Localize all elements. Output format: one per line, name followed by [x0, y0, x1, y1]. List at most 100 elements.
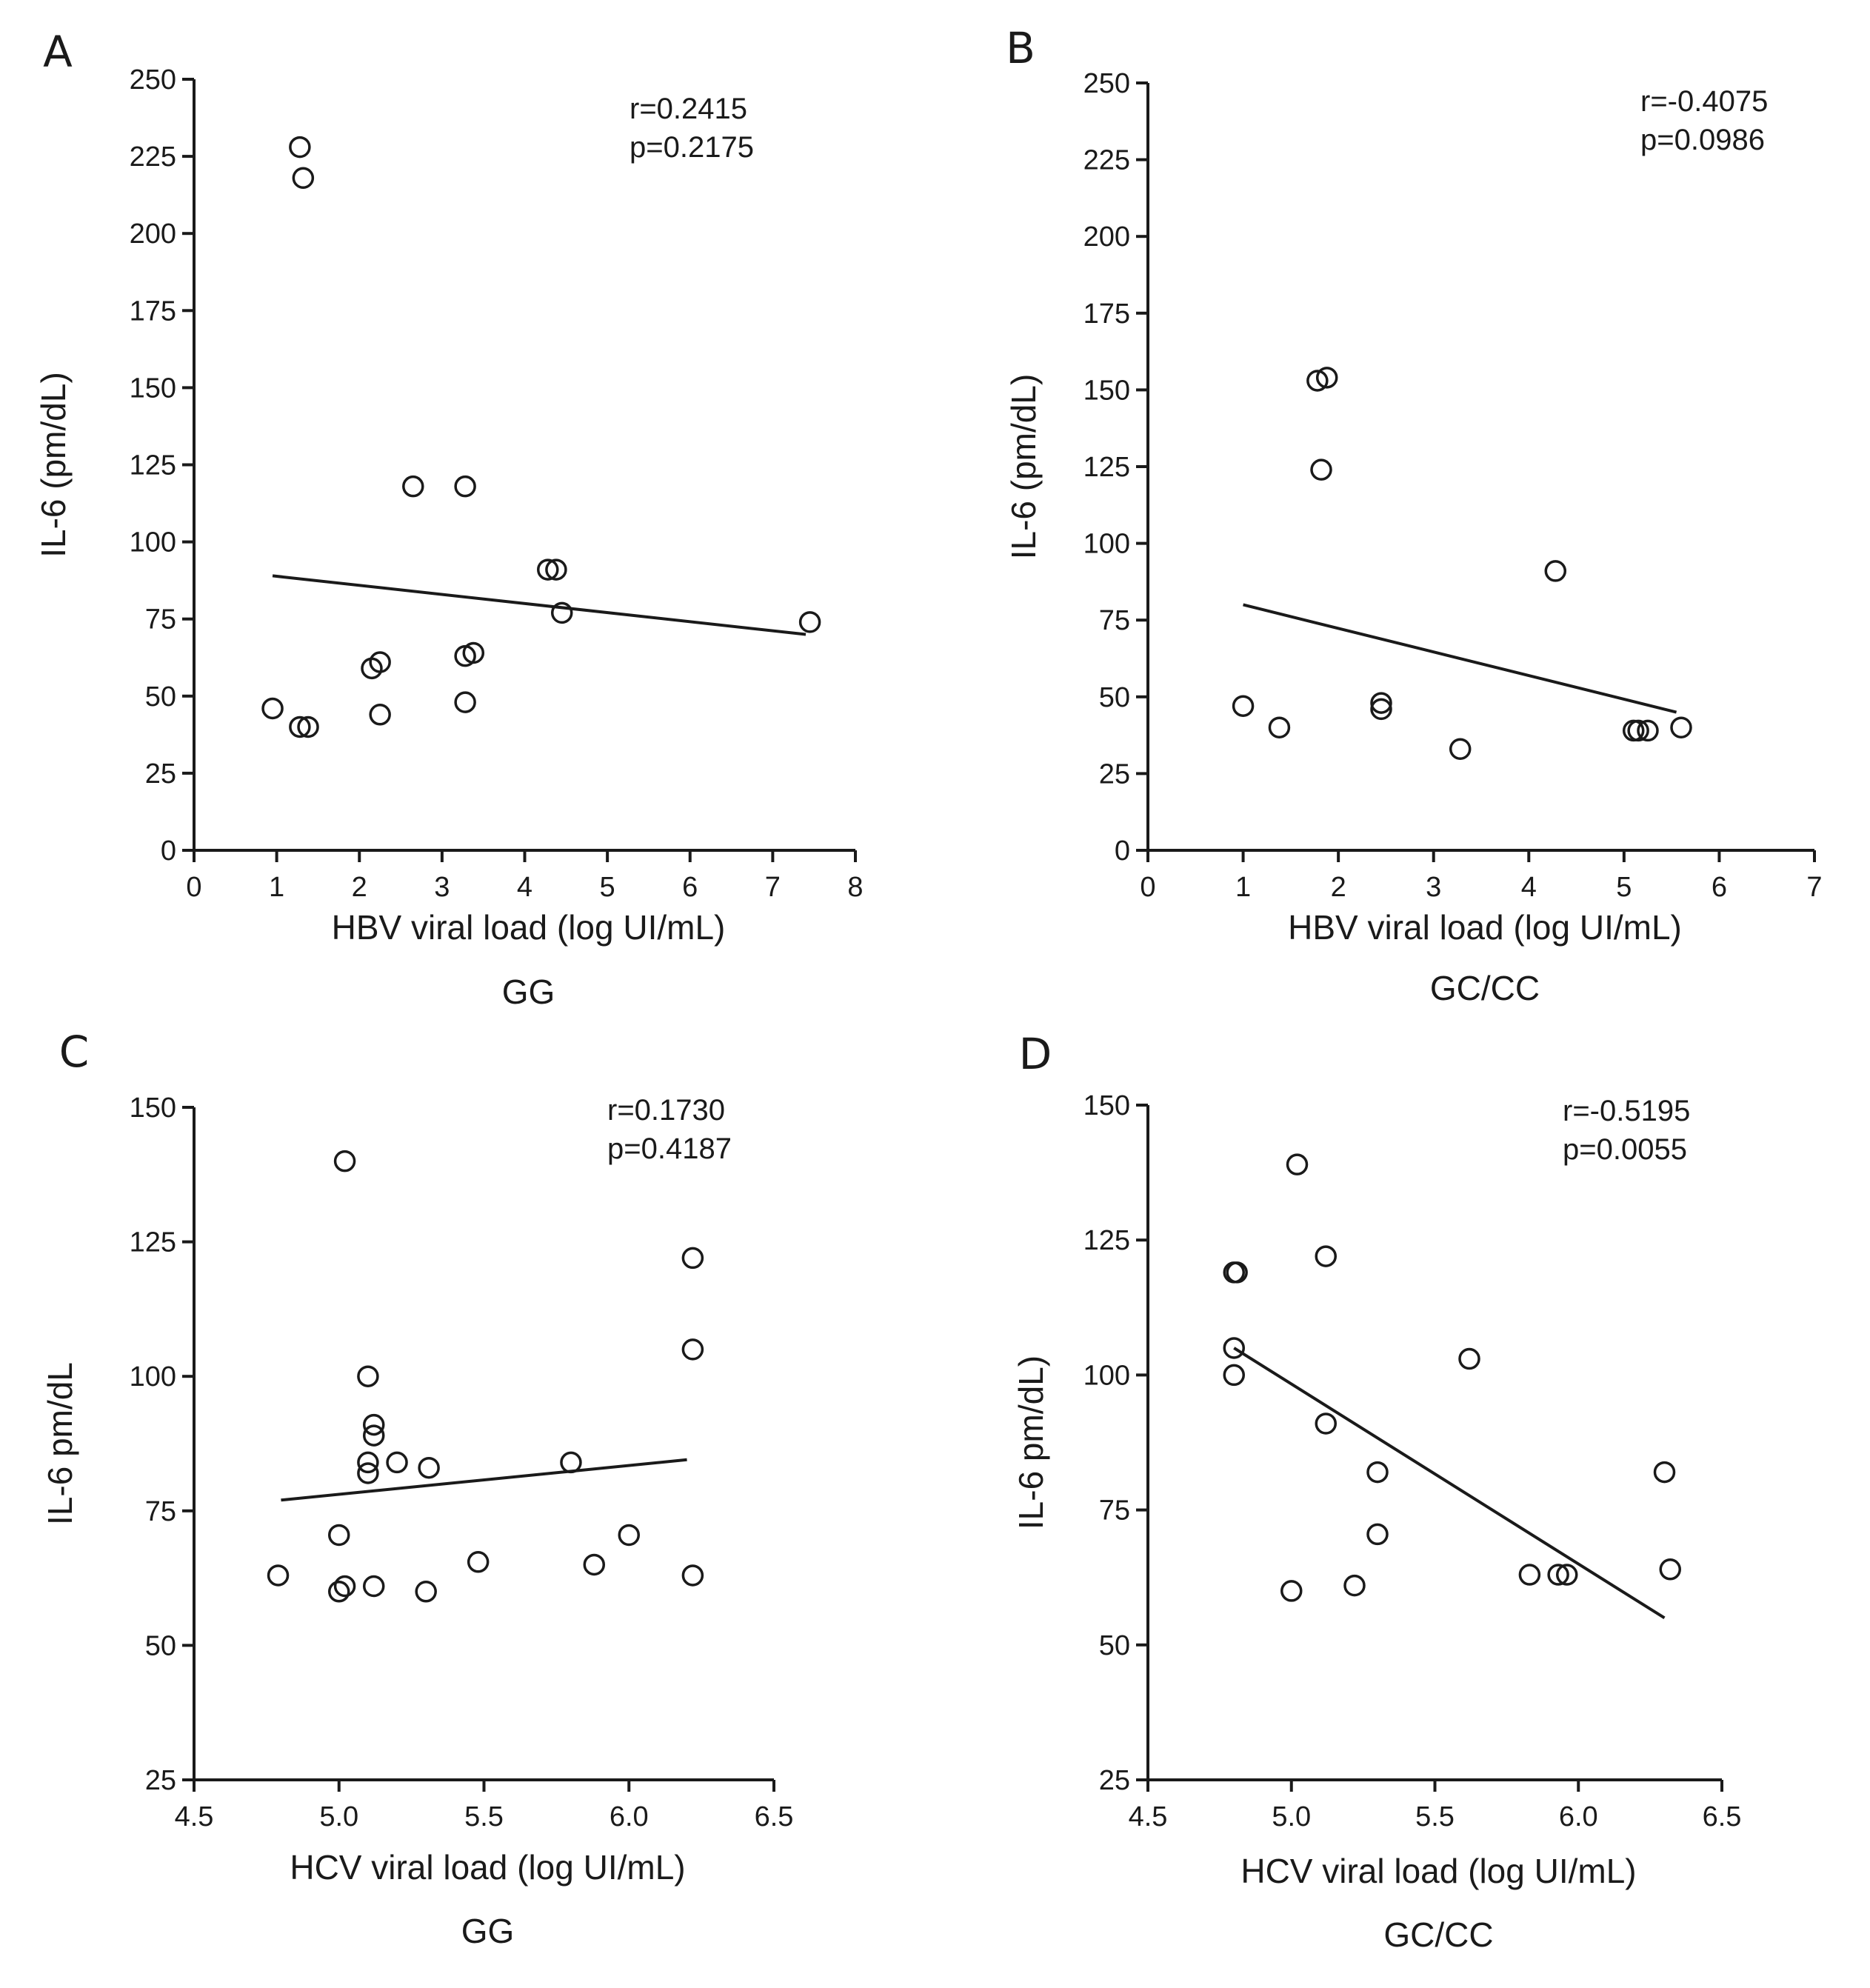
- y-tick-label-d: 75: [1099, 1495, 1130, 1527]
- y-tick-label-b: 100: [1083, 529, 1130, 560]
- data-point-a: [454, 475, 476, 498]
- data-point-b: [1370, 692, 1392, 714]
- data-point-a: [289, 136, 311, 159]
- data-point-a: [297, 716, 319, 738]
- data-point-a: [798, 611, 821, 633]
- data-point-c: [362, 1424, 385, 1447]
- data-point-c: [362, 1575, 385, 1598]
- y-tick-label-a: 100: [130, 527, 176, 558]
- y-tick-label-b: 25: [1099, 758, 1130, 790]
- x-tick-label-d: 5.0: [1272, 1801, 1311, 1832]
- x-tick-label-b: 2: [1331, 872, 1346, 903]
- data-point-c: [328, 1524, 350, 1547]
- x-tick-label-a: 3: [434, 872, 450, 903]
- data-point-c: [386, 1451, 408, 1474]
- stat-p-d: p=0.0055: [1563, 1133, 1687, 1166]
- y-tick-label-a: 75: [145, 604, 176, 636]
- stat-r-c: r=0.1730: [607, 1094, 725, 1127]
- y-tick-label-d: 100: [1083, 1360, 1130, 1391]
- y-tick-label-d: 25: [1099, 1765, 1130, 1796]
- y-tick-label-a: 0: [161, 835, 176, 867]
- x-tick-label-d: 4.5: [1129, 1801, 1168, 1832]
- data-point-c: [357, 1365, 379, 1387]
- x-axis-title-c: HCV viral load (log UI/mL): [290, 1848, 685, 1887]
- y-tick-label-a: 150: [130, 373, 176, 404]
- data-point-c: [583, 1553, 606, 1576]
- x-tick-label-b: 5: [1616, 872, 1632, 903]
- x-tick-label-b: 3: [1426, 872, 1441, 903]
- x-axis-title-d: HCV viral load (log UI/mL): [1240, 1852, 1636, 1890]
- stat-r-d: r=-0.5195: [1563, 1095, 1690, 1127]
- data-point-a: [369, 651, 391, 673]
- data-point-b: [1449, 738, 1472, 760]
- y-tick-label-b: 250: [1083, 68, 1130, 99]
- x-axis-title-b: HBV viral load (log UI/mL): [1288, 908, 1682, 947]
- data-point-c: [415, 1581, 437, 1603]
- data-point-a: [545, 558, 567, 581]
- stat-r-a: r=0.2415: [630, 93, 747, 125]
- data-point-c: [560, 1451, 582, 1474]
- stat-p-c: p=0.4187: [607, 1133, 732, 1165]
- x-tick-label-d: 5.5: [1415, 1801, 1455, 1832]
- data-point-c: [681, 1564, 704, 1587]
- y-tick-label-d: 125: [1083, 1225, 1130, 1256]
- x-tick-label-b: 0: [1140, 872, 1155, 903]
- data-point-a: [289, 716, 311, 738]
- data-point-d: [1653, 1461, 1676, 1484]
- data-point-c: [418, 1456, 440, 1479]
- y-tick-label-c: 25: [145, 1765, 176, 1796]
- data-point-d: [1223, 1337, 1245, 1359]
- y-tick-label-b: 150: [1083, 375, 1130, 406]
- data-point-b: [1232, 695, 1255, 717]
- x-tick-label-c: 6.5: [755, 1801, 794, 1832]
- regression-line-b: [1243, 603, 1677, 714]
- data-point-d: [1226, 1261, 1248, 1284]
- data-point-a: [537, 558, 559, 581]
- data-point-b: [1310, 458, 1332, 481]
- data-point-d: [1458, 1347, 1480, 1370]
- y-tick-label-b: 75: [1099, 605, 1130, 636]
- y-axis-title-d: IL-6 pm/dL): [1012, 1355, 1050, 1530]
- group-label-d: GC/CC: [1383, 1915, 1493, 1954]
- panel-letter-b: B: [1006, 23, 1035, 73]
- data-point-b: [1627, 719, 1649, 742]
- panel-letter-d: D: [1019, 1029, 1052, 1079]
- data-point-c: [467, 1551, 490, 1573]
- data-point-c: [333, 1150, 356, 1173]
- stat-p-b: p=0.0986: [1640, 124, 1765, 156]
- x-tick-label-a: 6: [682, 872, 698, 903]
- group-label-c: GG: [461, 1912, 515, 1950]
- regression-line-c: [281, 1458, 687, 1502]
- regression-line-a: [272, 574, 807, 636]
- data-point-c: [333, 1575, 356, 1598]
- data-point-a: [402, 475, 424, 498]
- data-point-d: [1343, 1574, 1366, 1597]
- y-tick-label-b: 225: [1083, 145, 1130, 176]
- stat-p-a: p=0.2175: [630, 131, 754, 164]
- data-point-c: [681, 1247, 704, 1270]
- data-point-c: [618, 1524, 640, 1547]
- x-tick-label-c: 5.0: [319, 1801, 358, 1832]
- stat-r-b: r=-0.4075: [1640, 85, 1768, 118]
- regression-line-d: [1233, 1347, 1666, 1620]
- group-label-a: GG: [502, 973, 555, 1011]
- data-point-c: [328, 1581, 350, 1603]
- data-point-b: [1544, 560, 1567, 582]
- data-point-d: [1286, 1153, 1309, 1175]
- x-tick-label-c: 6.0: [610, 1801, 649, 1832]
- data-point-c: [267, 1564, 290, 1587]
- y-axis-title-c: IL-6 pm/dL: [41, 1362, 79, 1525]
- y-tick-label-b: 125: [1083, 452, 1130, 483]
- data-point-d: [1280, 1580, 1303, 1602]
- y-tick-label-b: 0: [1115, 835, 1130, 867]
- x-tick-label-a: 8: [847, 872, 863, 903]
- data-point-b: [1306, 370, 1329, 392]
- data-point-a: [369, 704, 391, 726]
- x-tick-label-b: 4: [1521, 872, 1537, 903]
- data-point-b: [1315, 367, 1338, 389]
- y-tick-label-a: 25: [145, 758, 176, 790]
- panel-letter-c: C: [59, 1027, 90, 1077]
- data-point-d: [1556, 1564, 1578, 1586]
- data-point-b: [1370, 698, 1392, 721]
